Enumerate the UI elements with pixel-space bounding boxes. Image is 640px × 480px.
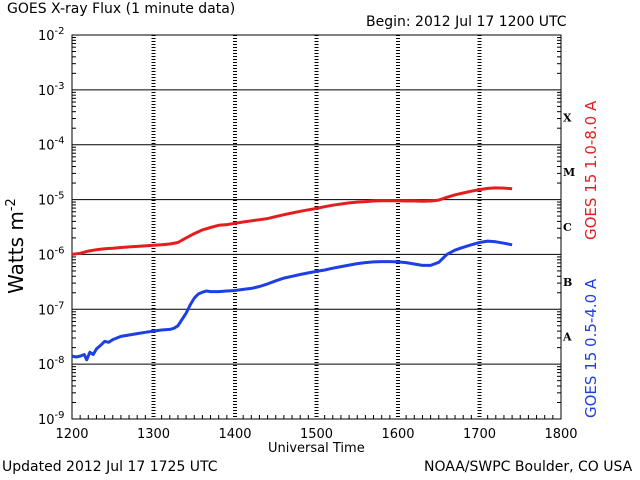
y-tick-label: 10-2 xyxy=(38,26,65,44)
y-tick-exponent: -2 xyxy=(55,26,65,37)
y-tick-base: 10 xyxy=(38,248,55,263)
series-line-short xyxy=(71,239,513,362)
y-tick-base: 10 xyxy=(38,358,55,373)
y-tick-label: 10-6 xyxy=(38,245,65,263)
series-label-short: GOES 15 0.5-4.0 A xyxy=(582,278,600,418)
y-tick-base: 10 xyxy=(38,303,55,318)
source-text: NOAA/SWPC Boulder, CO USA xyxy=(424,459,633,475)
begin-time: Begin: 2012 Jul 17 1200 UTC xyxy=(366,14,567,30)
y-tick-exponent: -9 xyxy=(55,410,65,421)
y-tick-exponent: -5 xyxy=(55,191,65,202)
x-tick-label: 1500 xyxy=(300,427,333,442)
series-line-long xyxy=(71,186,513,256)
y-tick-exponent: -3 xyxy=(55,81,65,92)
y-tick-exponent: -8 xyxy=(55,355,65,366)
y-tick-label: 10-3 xyxy=(38,81,65,99)
flare-class-label: C xyxy=(563,221,572,234)
y-tick-exponent: -6 xyxy=(55,245,65,256)
flare-class-labels: A B C M X xyxy=(562,111,575,343)
flare-class-label: X xyxy=(563,111,572,124)
flare-class-label: M xyxy=(563,166,575,179)
y-tick-label: 10-4 xyxy=(38,136,65,154)
chart-title: GOES X-ray Flux (1 minute data) xyxy=(7,1,236,17)
y-tick-base: 10 xyxy=(38,194,55,209)
x-tick-label: 1800 xyxy=(544,427,577,442)
grid xyxy=(72,35,561,419)
x-tick-label: 1600 xyxy=(381,427,414,442)
x-tick-label: 1700 xyxy=(463,427,496,442)
x-axis-label: Universal Time xyxy=(268,441,365,456)
x-tick-label: 1400 xyxy=(218,427,251,442)
y-tick-label: 10-8 xyxy=(38,355,65,373)
y-tick-exponent: -7 xyxy=(55,300,65,311)
y-tick-base: 10 xyxy=(38,139,55,154)
flare-class-label: B xyxy=(563,276,572,289)
flare-class-label: A xyxy=(562,331,572,344)
updated-text: Updated 2012 Jul 17 1725 UTC xyxy=(2,459,218,475)
series-lines xyxy=(71,186,513,362)
y-tick-base: 10 xyxy=(38,413,55,428)
x-tick-label: 1200 xyxy=(55,427,88,442)
y-axis-label: Watts m-2 xyxy=(4,198,28,294)
x-tick-label: 1300 xyxy=(137,427,170,442)
y-axis-label-exponent: -2 xyxy=(4,198,20,212)
y-tick-base: 10 xyxy=(38,29,55,44)
y-tick-exponent: -4 xyxy=(55,136,65,147)
y-tick-label: 10-5 xyxy=(38,191,65,209)
y-tick-base: 10 xyxy=(38,84,55,99)
y-tick-label: 10-9 xyxy=(38,410,65,428)
y-tick-label: 10-7 xyxy=(38,300,65,318)
y-axis-label-text: Watts m xyxy=(3,211,28,294)
series-label-long: GOES 15 1.0-8.0 A xyxy=(582,100,600,240)
